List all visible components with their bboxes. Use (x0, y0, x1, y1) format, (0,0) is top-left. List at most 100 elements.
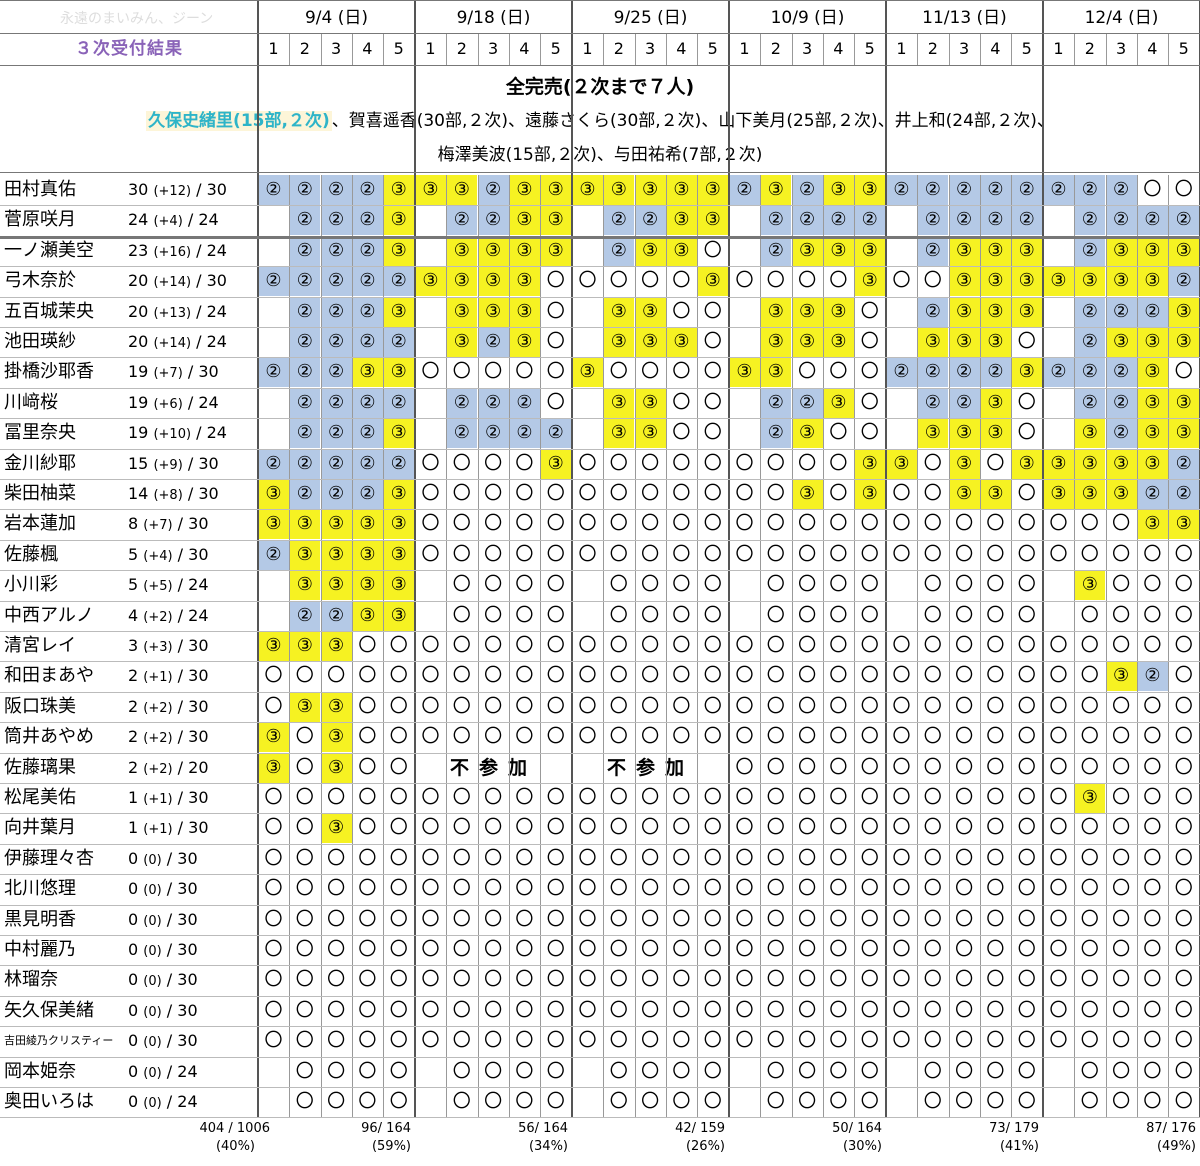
slot-cell: ③ (1168, 235, 1200, 266)
sales-summary: 19 (+7) / 30 (128, 362, 219, 382)
slot-cell: ③ (634, 327, 666, 357)
slot-cell: 〇 (829, 1091, 848, 1112)
slot-cell: ③ (697, 205, 729, 236)
member-name: 小川彩 (4, 574, 58, 596)
slot-cell: ② (1136, 661, 1168, 692)
slot-cell: 〇 (798, 847, 817, 869)
increase: (+1) (143, 670, 173, 686)
sold-count: 0 (128, 940, 139, 959)
slot-cell: 〇 (860, 574, 879, 596)
slot-cell: 〇 (923, 695, 942, 717)
slot-cell: ② (1105, 357, 1137, 388)
slot-cell: 〇 (578, 635, 597, 656)
member-name: 中村麗乃 (4, 939, 76, 960)
slot-cell: 〇 (264, 908, 283, 930)
member-name: 岩本蓮加 (4, 513, 76, 535)
slot-cell: 〇 (641, 787, 660, 808)
slot-cell: 〇 (1049, 726, 1068, 748)
slot-cell: ③ (979, 266, 1011, 297)
slot-cell: 〇 (892, 726, 911, 748)
slot-cell: 〇 (546, 665, 565, 687)
slot-cell: 〇 (829, 452, 848, 474)
row-rule (0, 1087, 1200, 1088)
slot-cell: 〇 (860, 817, 879, 839)
slot-cell: 〇 (986, 726, 1005, 748)
slot-cell: 〇 (860, 422, 879, 444)
slot-cell: 〇 (327, 847, 346, 869)
slot-cell: 〇 (1174, 695, 1193, 717)
row-rule (0, 1026, 1200, 1028)
slot-cell: 〇 (829, 878, 848, 900)
slot-cell: ③ (258, 479, 289, 509)
slot-cell: ③ (854, 479, 886, 509)
slot-cell: ③ (665, 205, 697, 236)
slot-number: 2 (299, 39, 310, 58)
slot-cell: 〇 (546, 361, 565, 383)
slot-cell: 〇 (1049, 969, 1068, 991)
row-rule (0, 722, 1200, 724)
slot-cell: 〇 (609, 695, 628, 717)
slot-cell: 〇 (452, 1091, 471, 1112)
slot-cell: ③ (383, 600, 415, 631)
slot-cell: 〇 (1080, 1060, 1099, 1082)
slot-cell: 〇 (1143, 179, 1162, 200)
total-count: 30 (198, 484, 219, 503)
sales-summary: 20 (+14) / 30 (128, 271, 227, 291)
column-divider (540, 34, 542, 66)
slot-cell: ③ (1105, 448, 1137, 479)
column-divider (1011, 175, 1013, 1118)
slot-cell: ③ (1168, 327, 1200, 357)
increase: (0) (143, 974, 162, 990)
slot-cell: 〇 (798, 604, 817, 626)
slot-cell: 〇 (358, 878, 377, 900)
slot-cell: ③ (477, 296, 509, 327)
slot-cell: 〇 (578, 878, 597, 900)
slot-cell: 〇 (703, 452, 722, 474)
slot-cell: ③ (603, 327, 635, 357)
date-total: 96/ 164 (361, 1121, 411, 1137)
sales-summary: 4 (+2) / 24 (128, 605, 209, 625)
slot-cell: 〇 (798, 908, 817, 930)
date-percent: (41%) (999, 1139, 1039, 1155)
slot-cell: 〇 (609, 1060, 628, 1082)
slot-cell: ② (948, 205, 980, 236)
slot-cell: 〇 (798, 361, 817, 383)
slot-cell: 〇 (452, 695, 471, 717)
slot-cell: 〇 (829, 513, 848, 535)
slot-cell: ③ (446, 175, 478, 205)
member-name: 佐藤楓 (4, 543, 58, 565)
slot-cell: 〇 (421, 635, 440, 656)
slot-cell: 〇 (327, 1091, 346, 1112)
slot-cell: 〇 (923, 817, 942, 839)
slot-cell: ② (791, 175, 823, 205)
total-count: 30 (206, 271, 227, 291)
slot-cell: 〇 (358, 695, 377, 717)
slot-cell: 〇 (389, 635, 408, 656)
slot-cell: 〇 (923, 1060, 942, 1082)
slot-cell: 〇 (421, 361, 440, 383)
slot-cell: 〇 (986, 939, 1005, 960)
sold-count: 20 (128, 301, 149, 321)
member-name: 伊藤理々杏 (4, 847, 94, 869)
slot-cell: 〇 (484, 361, 503, 383)
total-count: 30 (188, 788, 209, 807)
slot-cell: 〇 (641, 452, 660, 474)
slot-cell: 〇 (672, 604, 691, 626)
slot-cell: 〇 (703, 422, 722, 444)
slot-cell: 〇 (735, 483, 754, 504)
slot-cell: 〇 (389, 1060, 408, 1082)
row-rule (0, 843, 1200, 845)
total-count: 30 (188, 666, 209, 686)
slot-cell: 〇 (295, 1091, 314, 1112)
slot-cell: ③ (948, 418, 980, 449)
slot-cell: 〇 (1143, 969, 1162, 991)
slot-cell: ② (289, 600, 321, 631)
slot-cell: 〇 (515, 604, 534, 626)
slot-cell: 〇 (798, 1091, 817, 1112)
slot-cell: 〇 (578, 513, 597, 535)
sold-count: 2 (128, 727, 139, 747)
slot-cell: 〇 (1049, 665, 1068, 687)
member-name: 佐藤璃果 (4, 756, 76, 778)
slot-cell: ③ (289, 539, 321, 570)
